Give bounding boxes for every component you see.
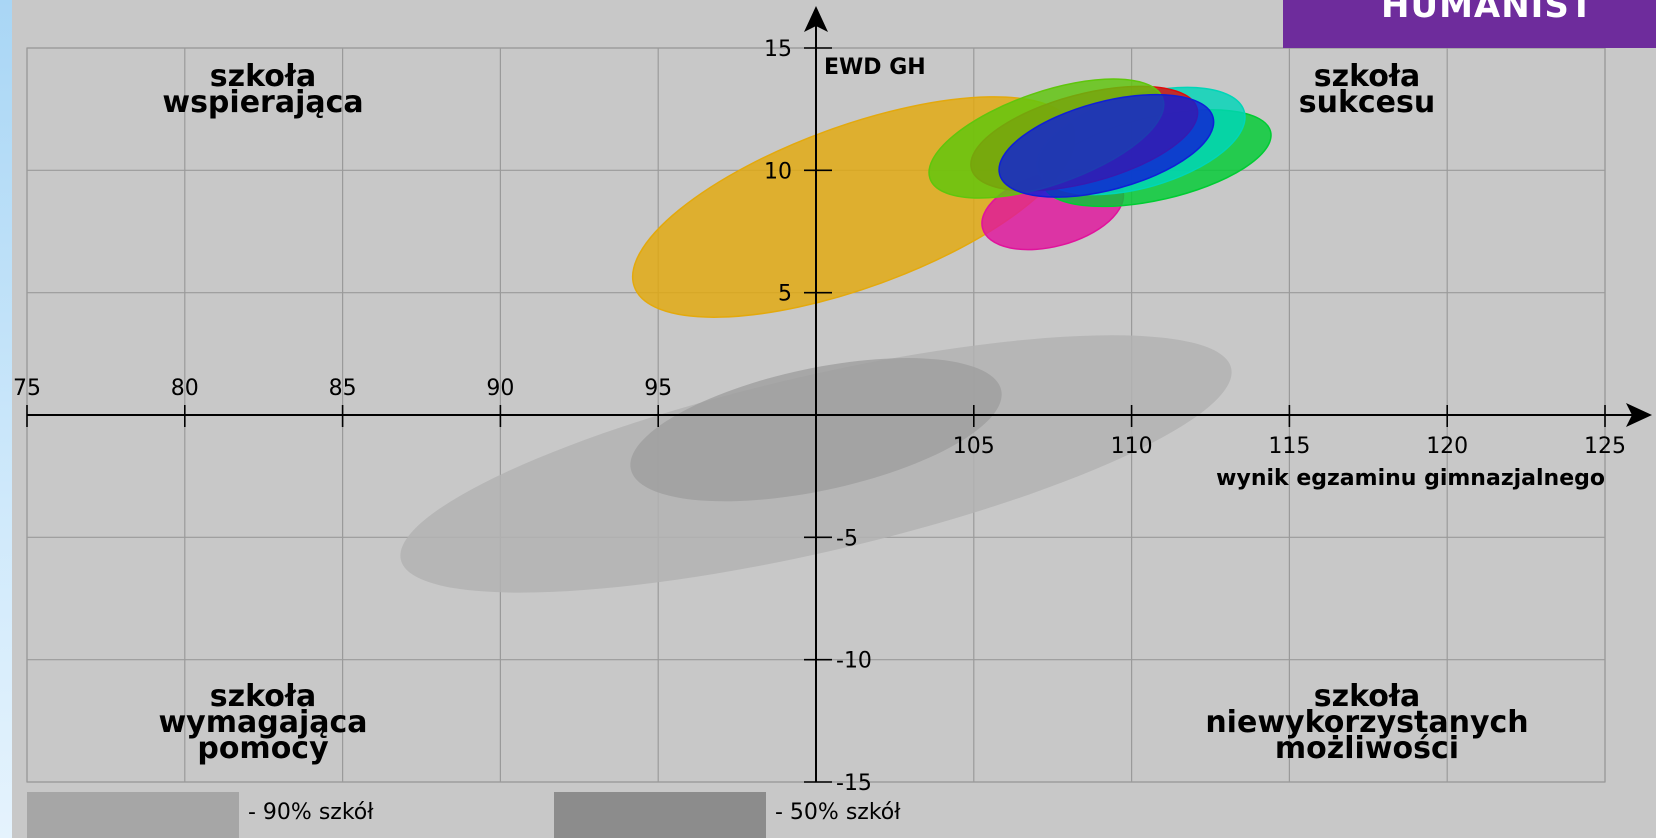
x-tick-label-125: 125 — [1584, 434, 1626, 459]
quadrant-label-top-right-line-1: szkoła — [1314, 59, 1420, 94]
quadrant-label-bottom-left-line-3: pomocy — [197, 731, 329, 766]
y-tick-label--15: -15 — [836, 771, 872, 796]
quadrant-label-top-left-line-2: wspierająca — [162, 85, 363, 120]
legend-swatch-50 — [554, 792, 766, 838]
quadrant-label-bottom-right-line-1: szkoła — [1314, 679, 1420, 714]
legend-label-50: - 50% szkół — [775, 800, 901, 825]
x-axis-title: wynik egzaminu gimnazjalnego — [1216, 466, 1605, 491]
series-ellipse-7 — [998, 93, 1215, 198]
quadrant-label-bottom-right-line-2: niewykorzystanych — [1205, 705, 1528, 740]
quadrant-label-top-right-line-2: sukcesu — [1299, 85, 1436, 120]
axes-layer — [26, 6, 1652, 783]
x-tick-label-120: 120 — [1426, 434, 1468, 459]
x-tick-label-110: 110 — [1111, 434, 1153, 459]
y-tick-label--5: -5 — [836, 526, 858, 551]
x-tick-label-95: 95 — [644, 376, 672, 401]
legend-label-90: - 90% szkół — [248, 800, 374, 825]
left-decorative-strip — [0, 0, 12, 838]
quadrant-label-bottom-left-line-2: wymagająca — [158, 705, 367, 740]
x-tick-label-85: 85 — [329, 376, 357, 401]
quadrant-labels-layer: szkoławspierającaszkołasukcesuszkoławyma… — [158, 59, 1528, 766]
x-tick-label-115: 115 — [1268, 434, 1310, 459]
x-tick-label-90: 90 — [486, 376, 514, 401]
quadrant-label-bottom-left-line-1: szkoła — [210, 679, 316, 714]
y-tick-label-5: 5 — [778, 282, 792, 307]
quadrant-label-top-left-line-1: szkoła — [210, 59, 316, 94]
legend-swatch-90 — [27, 792, 239, 838]
x-tick-label-105: 105 — [953, 434, 995, 459]
brand-badge: HUMANIST — [1283, 0, 1656, 48]
y-tick-label--10: -10 — [836, 649, 872, 674]
school-series-layer — [631, 78, 1272, 318]
x-tick-label-75: 75 — [13, 376, 41, 401]
y-tick-label-10: 10 — [764, 159, 792, 184]
quadrant-label-bottom-right-line-3: możliwości — [1275, 731, 1459, 766]
y-axis-arrow — [804, 6, 828, 32]
y-axis-title: EWD GH — [824, 55, 926, 80]
x-axis-arrow — [1626, 403, 1652, 427]
x-tick-label-80: 80 — [171, 376, 199, 401]
brand-badge-text: HUMANIST — [1381, 0, 1594, 26]
y-tick-label-15: 15 — [764, 37, 792, 62]
